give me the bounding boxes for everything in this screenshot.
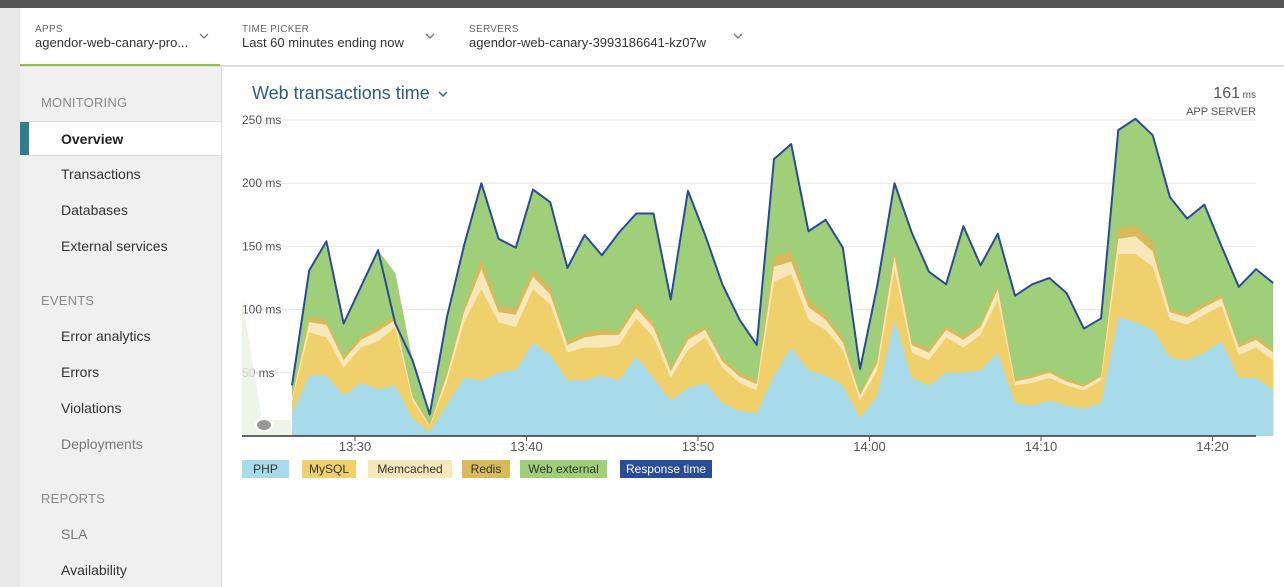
- left-gutter: [0, 8, 20, 587]
- sidebar-item-databases[interactable]: Databases: [61, 202, 128, 218]
- chevron-down-icon: [199, 33, 209, 39]
- sidebar-section-events: EVENTS: [41, 293, 95, 308]
- y-tick-label: 100 ms: [242, 303, 281, 317]
- y-tick-label: 200 ms: [242, 176, 281, 190]
- sidebar-section-reports: REPORTS: [41, 491, 106, 506]
- chevron-down-icon: [425, 33, 435, 39]
- legend-item-php[interactable]: PHP: [242, 460, 289, 478]
- app-picker-value: agendor-web-canary-pro...: [35, 35, 189, 50]
- legend-item-memcached[interactable]: Memcached: [368, 460, 452, 478]
- sidebar-item-external-services[interactable]: External services: [61, 238, 168, 254]
- legend-item-response-time[interactable]: Response time: [620, 460, 712, 478]
- x-tick-label: 13:30: [339, 439, 372, 454]
- servers-picker-value: agendor-web-canary-3993186641-kz07w: [469, 35, 707, 50]
- sidebar-item-overview[interactable]: Overview: [20, 121, 221, 156]
- chart-title[interactable]: Web transactions time: [252, 83, 430, 103]
- y-tick-label: 250 ms: [242, 113, 281, 127]
- time-picker[interactable]: TIME PICKER Last 60 minutes ending now: [242, 8, 452, 65]
- chevron-down-icon: [733, 33, 743, 39]
- sidebar-item-error-analytics[interactable]: Error analytics: [61, 328, 151, 344]
- x-tick-label: 13:50: [682, 439, 715, 454]
- sidebar-item-transactions[interactable]: Transactions: [61, 166, 141, 182]
- sidebar: MONITORING Overview Transactions Databas…: [20, 67, 222, 587]
- top-strip: [0, 0, 1284, 8]
- sidebar-item-availability[interactable]: Availability: [61, 562, 127, 578]
- sidebar-section-monitoring: MONITORING: [41, 95, 128, 110]
- servers-picker-label: SERVERS: [469, 24, 519, 35]
- legend-item-redis[interactable]: Redis: [462, 460, 510, 478]
- sidebar-item-errors[interactable]: Errors: [61, 364, 100, 380]
- active-indicator: [20, 122, 29, 155]
- app-picker-label: APPS: [35, 24, 63, 35]
- drag-handle-icon: [255, 418, 273, 432]
- time-picker-value: Last 60 minutes ending now: [242, 35, 404, 50]
- chevron-down-icon[interactable]: [437, 88, 449, 100]
- faded-history-area: [242, 298, 292, 436]
- x-tick-label: 14:00: [853, 439, 886, 454]
- legend-item-web-external[interactable]: Web external: [520, 460, 607, 478]
- series-area-php: [292, 317, 1274, 436]
- x-tick-label: 14:10: [1025, 439, 1058, 454]
- sidebar-item-label: Overview: [61, 131, 124, 147]
- time-picker-label: TIME PICKER: [242, 24, 310, 35]
- picker-bar: APPS agendor-web-canary-pro... TIME PICK…: [20, 8, 1284, 67]
- legend-item-mysql[interactable]: MySQL: [302, 460, 356, 478]
- x-tick-label: 14:20: [1196, 439, 1229, 454]
- sidebar-item-sla[interactable]: SLA: [61, 526, 88, 542]
- sidebar-item-violations[interactable]: Violations: [61, 400, 122, 416]
- app-picker[interactable]: APPS agendor-web-canary-pro...: [20, 8, 220, 66]
- metric-label: APP SERVER: [1186, 106, 1256, 118]
- metric-unit: ms: [1242, 90, 1256, 101]
- servers-picker[interactable]: SERVERS agendor-web-canary-3993186641-kz…: [469, 8, 759, 65]
- y-tick-label: 150 ms: [242, 239, 281, 253]
- sidebar-item-deployments[interactable]: Deployments: [61, 436, 143, 452]
- x-tick-label: 13:40: [510, 439, 543, 454]
- metric-value: 161: [1213, 85, 1240, 102]
- series-line-response-time: [291, 117, 1274, 416]
